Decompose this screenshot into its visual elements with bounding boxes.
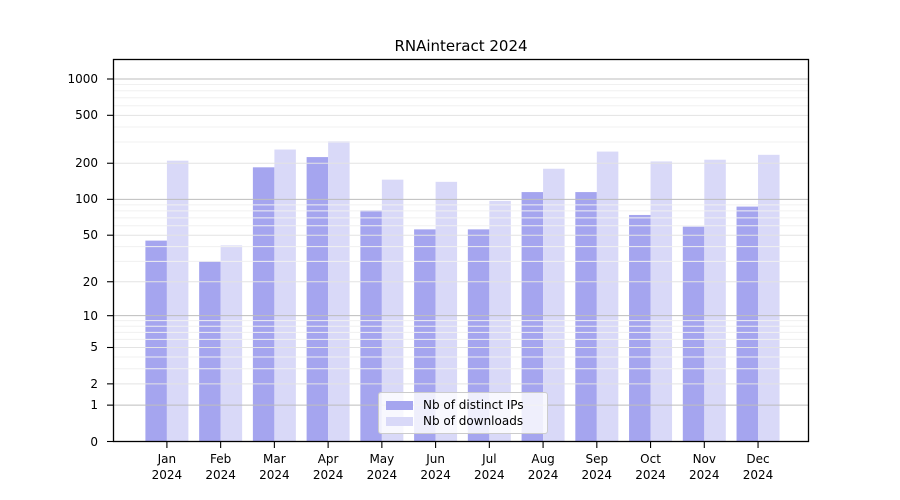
gridlines-group (113, 78, 809, 406)
legend: Nb of distinct IPs Nb of downloads (378, 392, 548, 434)
bar-distinct-ips-jun (414, 229, 436, 442)
bar-downloads-sep (596, 151, 619, 442)
bar-downloads-nov (704, 159, 726, 442)
y-tick-label-1: 1 (90, 398, 98, 413)
bar-downloads-oct (650, 161, 673, 442)
x-tick-label-sep: Sep 2024 (581, 452, 613, 482)
x-tick-label-aug: Aug 2024 (527, 452, 559, 482)
y-tick-label-10: 10 (82, 308, 98, 323)
bar-distinct-ips-nov (682, 226, 705, 442)
bar-distinct-ips-aug (521, 192, 544, 442)
chart-title: RNAinteract 2024 (394, 37, 528, 55)
ticks-group (107, 78, 759, 448)
y-tick-label-200: 200 (75, 156, 98, 171)
x-tick-label-feb: Feb 2024 (205, 452, 236, 482)
x-tick-label-apr: Apr 2024 (312, 452, 344, 482)
y-tick-label-20: 20 (82, 274, 98, 289)
bar-downloads-mar (274, 149, 296, 442)
x-tick-label-jul: Jul 2024 (474, 452, 505, 482)
plot-frame (112, 58, 810, 443)
x-tick-label-jun: Jun 2024 (420, 452, 451, 482)
x-tick-label-jan: Jan 2024 (151, 452, 183, 482)
bar-downloads-jan (166, 160, 189, 442)
legend-item-downloads: Nb of downloads (386, 414, 539, 428)
legend-swatch-downloads (386, 416, 413, 426)
y-tick-label-5: 5 (90, 340, 98, 355)
bar-distinct-ips-feb (199, 261, 221, 442)
y-tick-label-100: 100 (75, 192, 98, 207)
bar-downloads-aug (543, 168, 565, 442)
bar-distinct-ips-apr (306, 157, 329, 442)
bar-distinct-ips-oct (629, 214, 651, 442)
bar-downloads-apr (328, 141, 350, 442)
x-tick-label-may: May 2024 (366, 452, 398, 482)
x-tick-label-mar: Mar 2024 (259, 452, 290, 482)
bar-downloads-feb (220, 245, 243, 442)
y-tick-label-500: 500 (75, 108, 98, 123)
bar-downloads-may (381, 179, 404, 442)
x-tick-label-nov: Nov 2024 (689, 452, 720, 482)
bar-distinct-ips-jan (145, 240, 167, 442)
bar-distinct-ips-dec (736, 206, 759, 442)
bar-distinct-ips-sep (575, 192, 597, 442)
y-tick-label-1000: 1000 (67, 72, 98, 86)
legend-swatch-distinct-ips (386, 400, 413, 410)
legend-label-downloads: Nb of downloads (423, 414, 524, 428)
bar-distinct-ips-mar (252, 167, 275, 442)
legend-item-distinct-ips: Nb of distinct IPs (386, 398, 539, 412)
legend-label-distinct-ips: Nb of distinct IPs (423, 398, 524, 412)
y-tick-label-0: 0 (90, 434, 98, 449)
x-tick-label-dec: Dec 2024 (742, 452, 774, 482)
y-tick-label-50: 50 (82, 228, 98, 243)
bar-downloads-dec (758, 154, 780, 442)
x-tick-label-oct: Oct 2024 (635, 452, 666, 482)
y-tick-label-2: 2 (90, 376, 98, 391)
bar-distinct-ips-jul (467, 229, 490, 442)
